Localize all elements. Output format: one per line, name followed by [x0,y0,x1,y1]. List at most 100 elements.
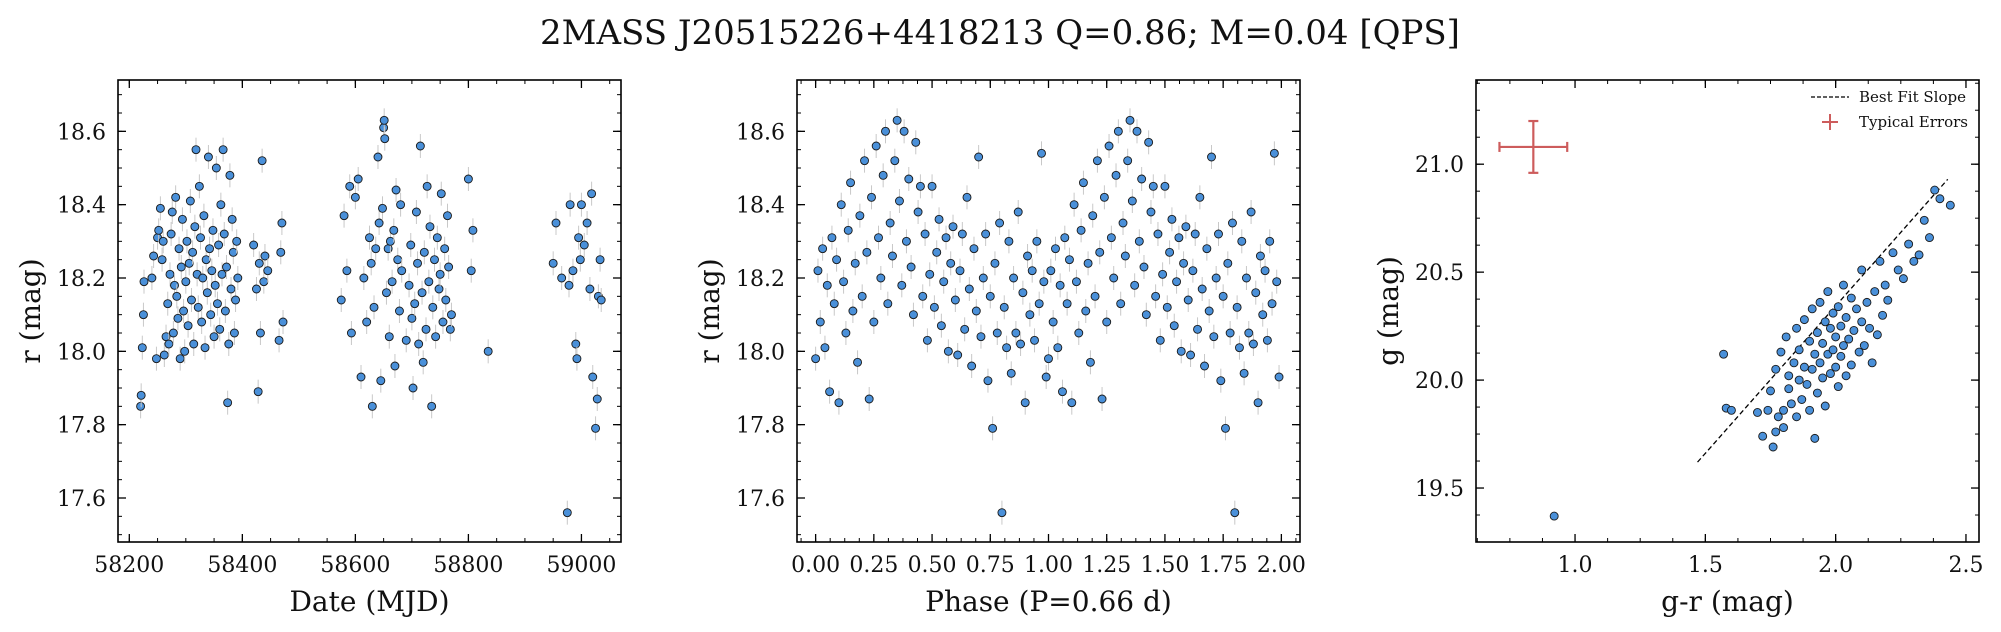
data-point [1009,273,1019,283]
data-point [430,255,439,265]
data-point [927,181,937,191]
data-point [260,251,270,261]
data-point [1872,330,1882,340]
data-point [585,284,595,294]
data-point [897,280,907,290]
panel-color-magnitude: 1.0 1.5 2.0 2.5 19.5 20.0 20.5 21.0 g-r (mag) g (… [1372,79,1983,618]
data-point [187,295,196,305]
data-point [373,152,383,162]
data-point [1841,313,1851,322]
data-point [836,200,846,210]
y-axis-label: r (mag) [693,258,726,363]
y-tick-label: 18.0 [736,340,785,365]
data-point [407,313,417,323]
data-point [339,211,349,221]
data-point [206,310,216,320]
data-point [179,306,189,316]
data-point [427,401,437,411]
x-tick-label: 1.0 [1558,553,1593,578]
data-point [216,200,226,210]
data-point [425,222,435,232]
data-point [147,273,157,283]
data-point [1786,399,1796,409]
data-point [191,145,201,155]
data-point [1878,310,1888,320]
data-point [378,203,387,213]
data-point [881,126,890,136]
y-tick-label: 18.2 [57,267,106,292]
data-point [1870,287,1880,297]
data-point [1753,408,1762,417]
data-point [1758,431,1768,441]
y-tick-label: 17.6 [57,487,106,512]
data-point [967,361,977,371]
data-point [401,335,411,345]
data-point [1844,334,1854,344]
plot-area [1549,178,1955,521]
data-point [822,280,832,290]
data-point [1011,328,1021,338]
data-point [1549,511,1559,521]
data-point [1792,323,1802,333]
data-point [1097,394,1107,404]
data-point [387,277,397,287]
axes-frame [117,79,622,543]
data-point [210,280,220,290]
data-point [1006,368,1016,378]
data-point [463,174,473,184]
data-point [843,225,853,235]
data-point [548,258,558,268]
x-axis-label: Date (MJD) [289,585,449,618]
data-point [1181,222,1191,232]
data-point [855,211,865,221]
data-point [149,251,159,261]
data-point [183,321,193,331]
data-point [367,401,377,411]
data-point [259,277,269,287]
data-point [176,262,186,272]
data-point [136,401,146,411]
data-point [1151,291,1161,301]
data-point [366,258,376,268]
data-point [1274,372,1284,382]
data-point [1039,277,1049,287]
data-point [157,255,167,265]
data-point [1781,332,1791,342]
data-point [172,291,182,301]
data-point [194,181,204,191]
data-point [1846,360,1856,370]
data-point [438,317,448,327]
data-point [1221,423,1230,433]
data-point [1833,302,1843,312]
data-point [167,207,177,217]
data-point [389,225,399,235]
data-point [564,280,574,290]
data-point [995,218,1005,228]
data-point [1719,349,1729,359]
data-point [1893,265,1903,275]
data-point [575,255,585,265]
data-point [1179,258,1189,268]
data-point [929,302,939,312]
data-point [895,196,904,206]
data-point [1849,325,1859,335]
data-point [1779,423,1788,433]
data-point [1081,306,1091,316]
data-point [422,181,432,191]
data-point [254,258,264,268]
data-point [571,339,581,349]
data-point [1839,280,1848,290]
data-point [862,247,872,257]
data-point [1130,280,1140,290]
data-point [1839,341,1848,350]
data-point [1859,341,1869,350]
data-point [1232,302,1242,312]
data-point [137,343,147,353]
x-axis-label: g-r (mag) [1661,585,1794,618]
data-point [565,200,575,210]
data-point [1074,328,1084,338]
data-point [1116,299,1126,309]
axes-frame [796,79,1301,543]
data-point [1228,218,1237,228]
data-point [1802,379,1812,389]
